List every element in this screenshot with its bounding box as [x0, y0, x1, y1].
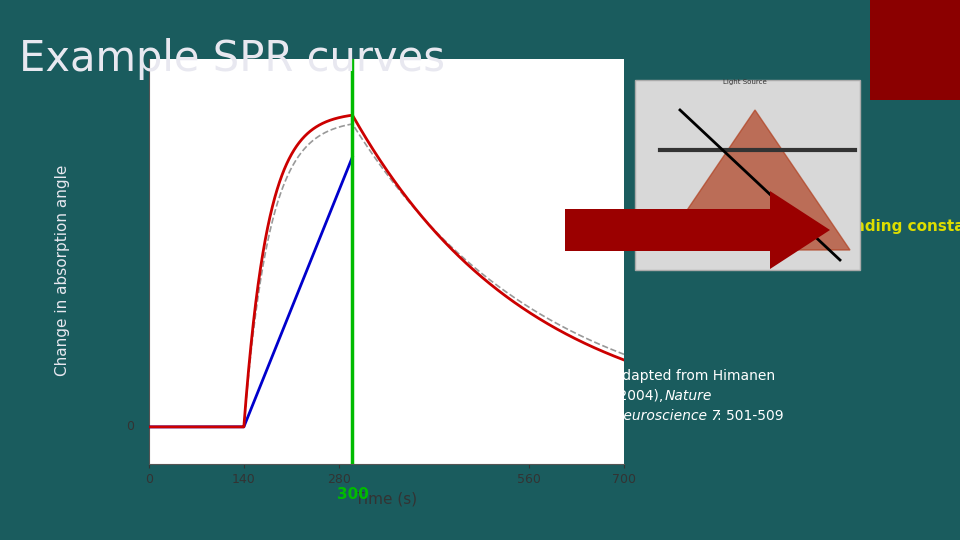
Polygon shape — [565, 191, 830, 269]
X-axis label: Time (s): Time (s) — [355, 492, 418, 507]
Text: 0: 0 — [127, 421, 134, 434]
Text: (2004),: (2004), — [613, 389, 667, 403]
Text: Change in absorption angle: Change in absorption angle — [55, 164, 70, 376]
Text: Nature: Nature — [665, 389, 712, 403]
Text: Adapted from Himanen: Adapted from Himanen — [613, 369, 775, 383]
Text: 300: 300 — [337, 487, 369, 502]
Text: binding constants: binding constants — [838, 219, 960, 233]
Bar — [870, 0, 960, 100]
Text: Light Source: Light Source — [723, 79, 767, 85]
Text: Neuroscience 7: Neuroscience 7 — [613, 409, 720, 423]
Bar — [635, 80, 860, 270]
Text: : 501-509: : 501-509 — [717, 409, 783, 423]
Polygon shape — [660, 110, 850, 250]
Text: Example SPR curves: Example SPR curves — [19, 38, 445, 80]
